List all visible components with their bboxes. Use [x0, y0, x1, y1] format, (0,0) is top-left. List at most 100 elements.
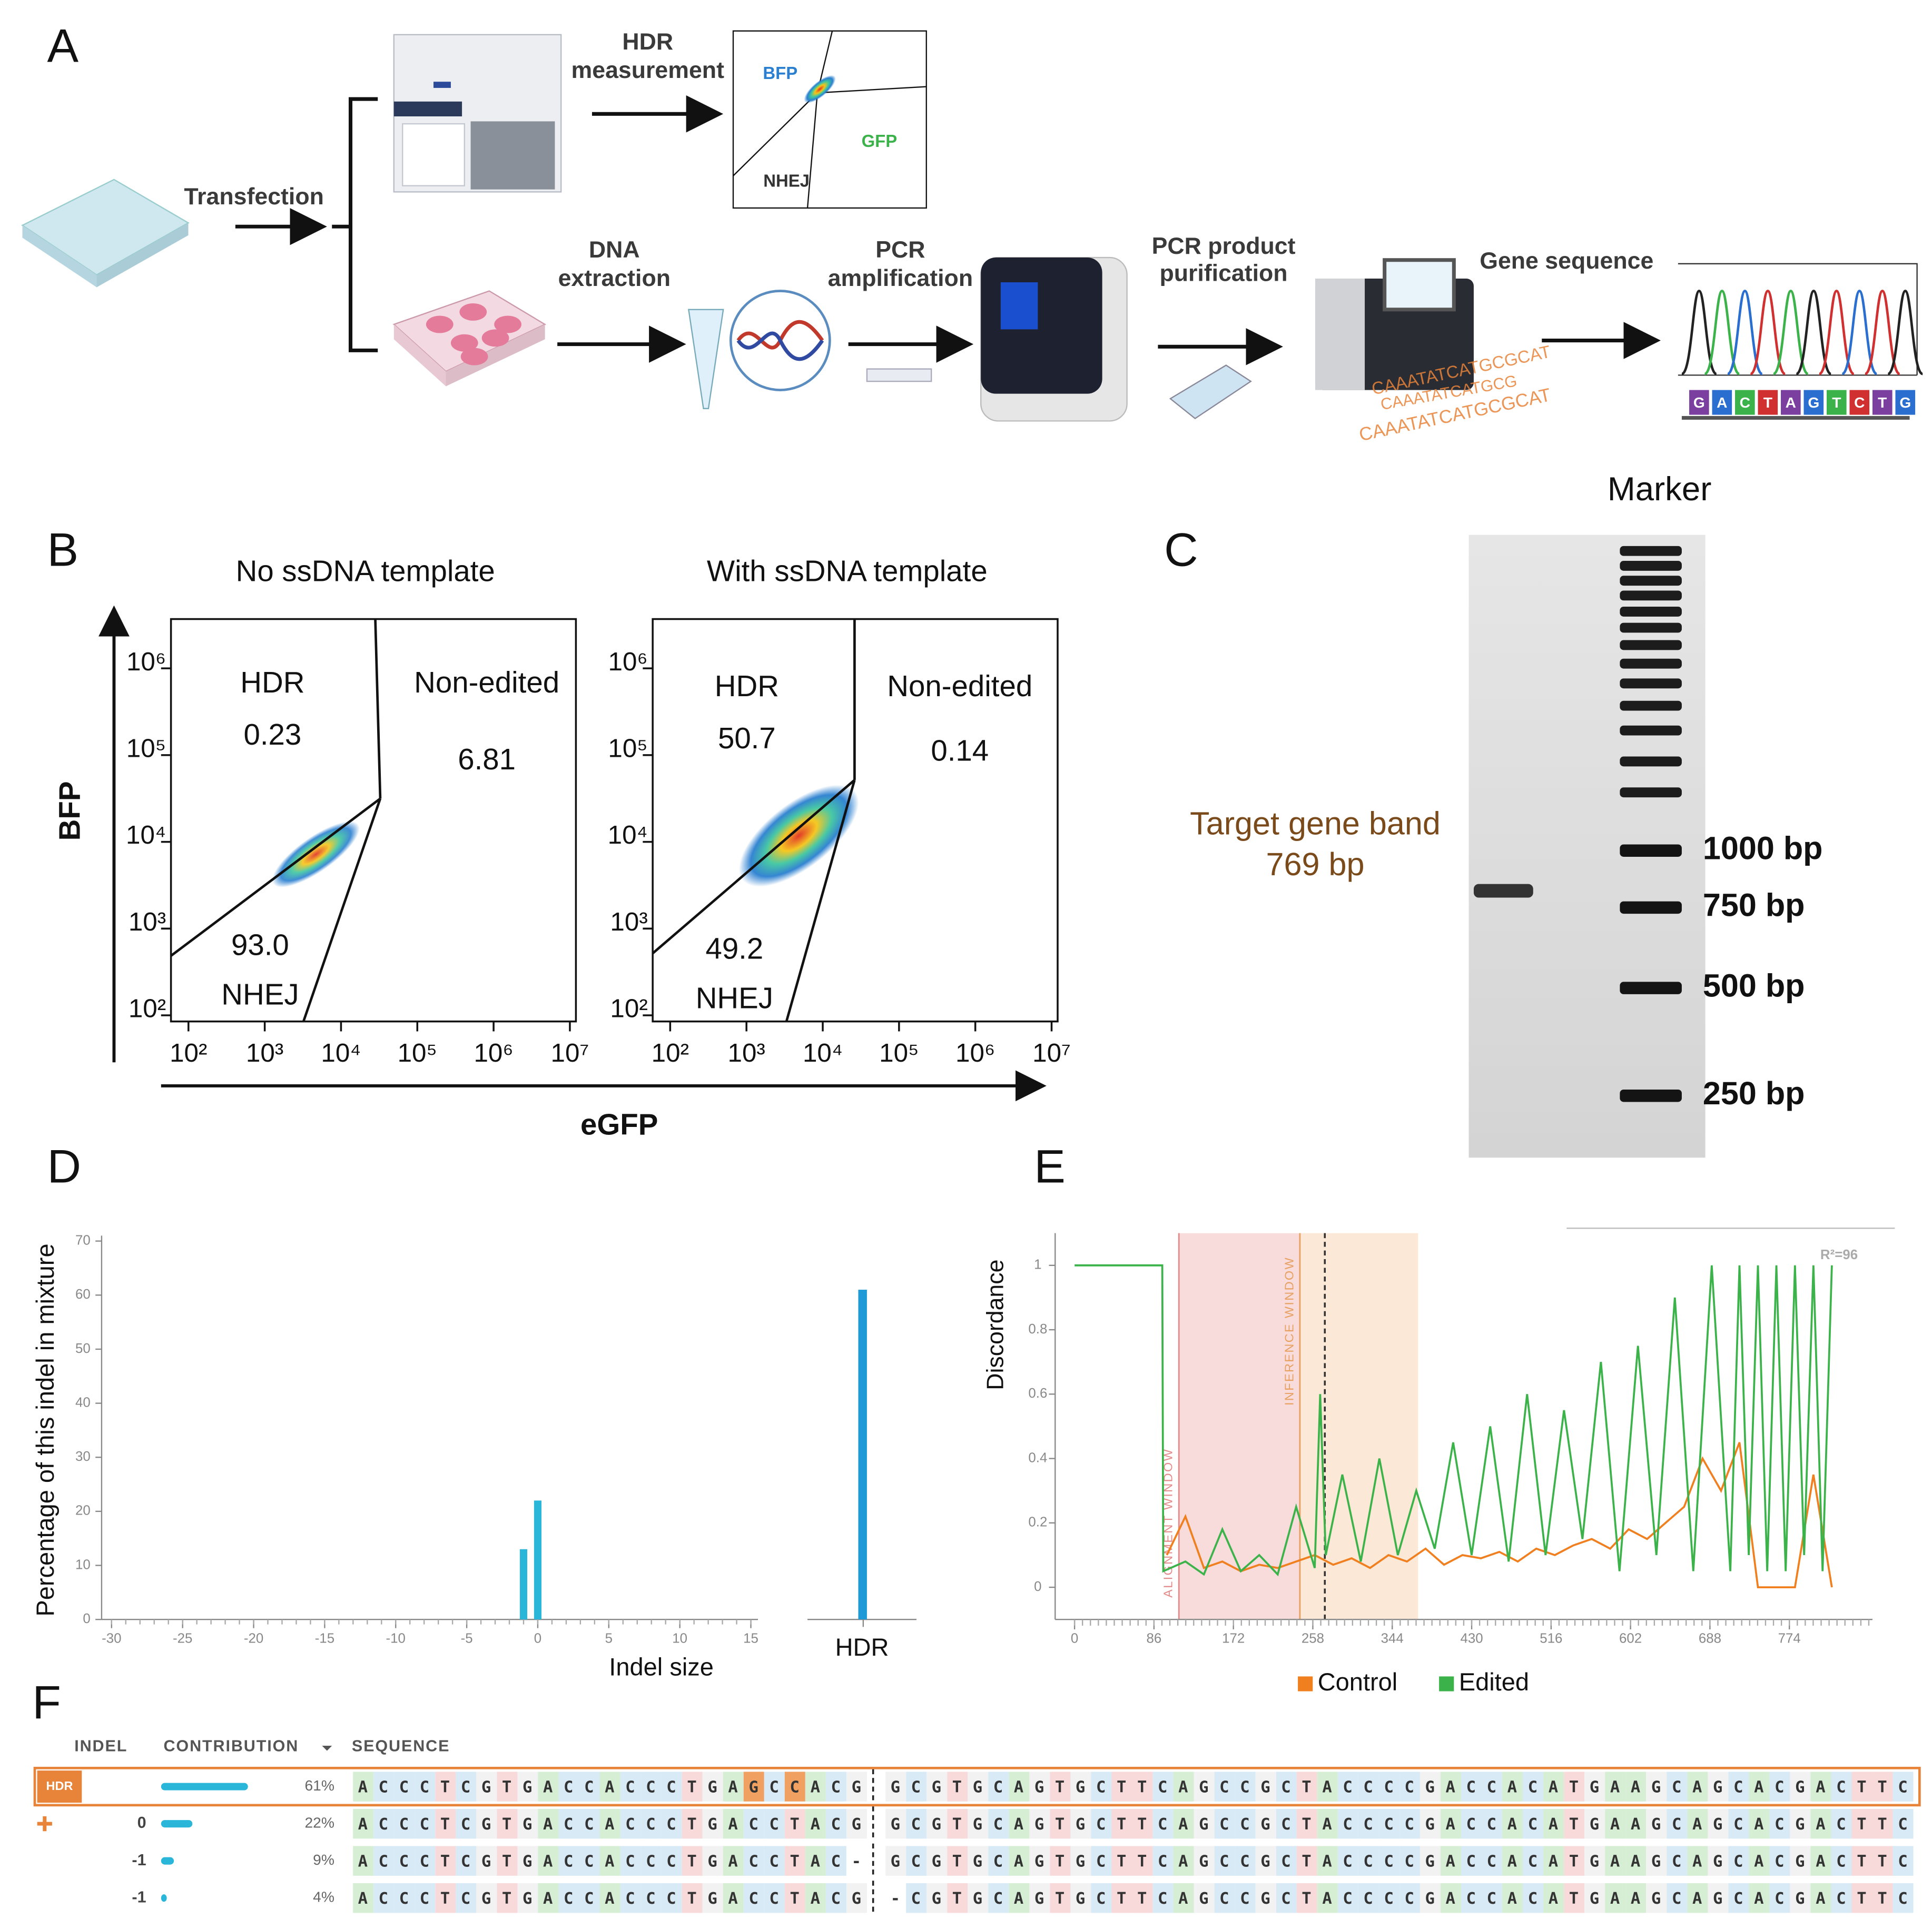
base-shade	[394, 1808, 415, 1839]
base-shade	[1646, 1808, 1667, 1839]
base-letter: T	[1878, 394, 1887, 411]
y-tick-label: 10²	[129, 994, 166, 1023]
base-shade	[1872, 1772, 1893, 1802]
base-shade	[926, 1772, 948, 1802]
gate-value: 93.0	[231, 928, 289, 961]
base-shade	[947, 1808, 968, 1839]
base-shade	[1461, 1883, 1482, 1913]
base-shade	[1255, 1808, 1276, 1839]
y-tick-label: 10⁶	[608, 647, 648, 676]
base-shade	[988, 1846, 1009, 1876]
base-shade	[353, 1883, 374, 1913]
base-shade	[517, 1883, 538, 1913]
base-box	[1849, 390, 1870, 415]
base-shade	[1646, 1883, 1667, 1913]
plot-frame	[652, 618, 1059, 1023]
chromatogram-peak	[1818, 290, 1855, 375]
y-tick-label: 10³	[610, 907, 647, 936]
base-shade	[723, 1846, 744, 1876]
panel-label: D	[47, 1140, 81, 1192]
base-shade	[394, 1846, 415, 1876]
base-shade	[435, 1846, 456, 1876]
base-box	[1872, 390, 1892, 415]
base-shade	[1296, 1883, 1317, 1913]
base-shade	[1399, 1772, 1420, 1802]
base-shade	[1564, 1883, 1585, 1913]
ladder-band	[1620, 844, 1682, 857]
x-tick-label: 0	[534, 1631, 541, 1646]
base-shade	[1050, 1808, 1071, 1839]
base-shade	[1276, 1808, 1297, 1839]
base-shade	[926, 1846, 948, 1876]
base-shade	[538, 1846, 559, 1876]
y-tick-label: 0.6	[1028, 1386, 1047, 1401]
y-tick-label: 0.4	[1028, 1450, 1047, 1465]
base-shade	[1152, 1808, 1174, 1839]
base-shade	[1296, 1808, 1317, 1839]
base-shade	[476, 1772, 497, 1802]
x-tick-label: 10⁵	[398, 1038, 437, 1067]
base-shade	[1440, 1883, 1461, 1913]
x-tick-label: 430	[1460, 1631, 1483, 1646]
panel-label: E	[1034, 1140, 1066, 1192]
base-shade	[1481, 1846, 1503, 1876]
base-shade	[394, 1772, 415, 1802]
base-shade	[661, 1883, 682, 1913]
base-shade	[825, 1808, 846, 1839]
base-shade	[968, 1808, 989, 1839]
base-shade	[497, 1846, 518, 1876]
base-shade	[1605, 1808, 1626, 1839]
x-tick-label: 10²	[652, 1038, 689, 1067]
base-box	[1735, 390, 1755, 415]
base-shade	[517, 1808, 538, 1839]
gate-name: HDR	[240, 666, 304, 699]
base-shade	[1358, 1883, 1379, 1913]
base-shade	[558, 1883, 579, 1913]
base-strip	[1681, 416, 1910, 420]
base-shade	[682, 1846, 703, 1876]
hdr-row-frame	[33, 1767, 1921, 1807]
gate-name: HDR	[715, 669, 779, 703]
base-shade	[1892, 1808, 1914, 1839]
base-shade	[1564, 1808, 1585, 1839]
base-shade	[846, 1772, 867, 1802]
base-shade	[885, 1808, 906, 1839]
base-shade	[1070, 1772, 1091, 1802]
step-label: Gene sequence	[1480, 248, 1653, 274]
x-tick-label: 602	[1619, 1631, 1642, 1646]
base-letter: A	[1717, 394, 1727, 411]
base-shade	[1111, 1808, 1132, 1839]
base-shade	[1337, 1846, 1358, 1876]
gate-name: NHEJ	[221, 978, 299, 1011]
base-shade	[1564, 1846, 1585, 1876]
base-shade	[947, 1772, 968, 1802]
base-shade	[702, 1846, 723, 1876]
step-label: HDR	[622, 29, 673, 55]
base-shade	[1378, 1883, 1399, 1913]
gate-line	[170, 797, 381, 957]
base-shade	[764, 1883, 785, 1913]
base-shade	[805, 1772, 826, 1802]
legend-label: Edited	[1459, 1668, 1529, 1696]
y-tick-label: 50	[75, 1341, 91, 1356]
badge-label: HDR	[46, 1779, 73, 1793]
step-label: extraction	[558, 265, 671, 291]
base-shade	[517, 1846, 538, 1876]
base-shade	[1851, 1883, 1872, 1913]
contribution-label: 61%	[304, 1777, 334, 1794]
base-shade	[1337, 1808, 1358, 1839]
x-tick-label: 86	[1147, 1631, 1162, 1646]
base-shade	[1584, 1772, 1605, 1802]
base-shade	[558, 1772, 579, 1802]
x-tick-label: -20	[244, 1631, 263, 1646]
base-shade	[1584, 1846, 1605, 1876]
base-shade	[497, 1772, 518, 1802]
base-shade	[885, 1883, 906, 1913]
base-shade	[805, 1846, 826, 1876]
base-shade	[947, 1846, 968, 1876]
base-shade	[1872, 1883, 1893, 1913]
base-shade	[968, 1846, 989, 1876]
base-box	[1712, 390, 1732, 415]
base-shade	[1194, 1846, 1215, 1876]
base-shade	[435, 1772, 456, 1802]
